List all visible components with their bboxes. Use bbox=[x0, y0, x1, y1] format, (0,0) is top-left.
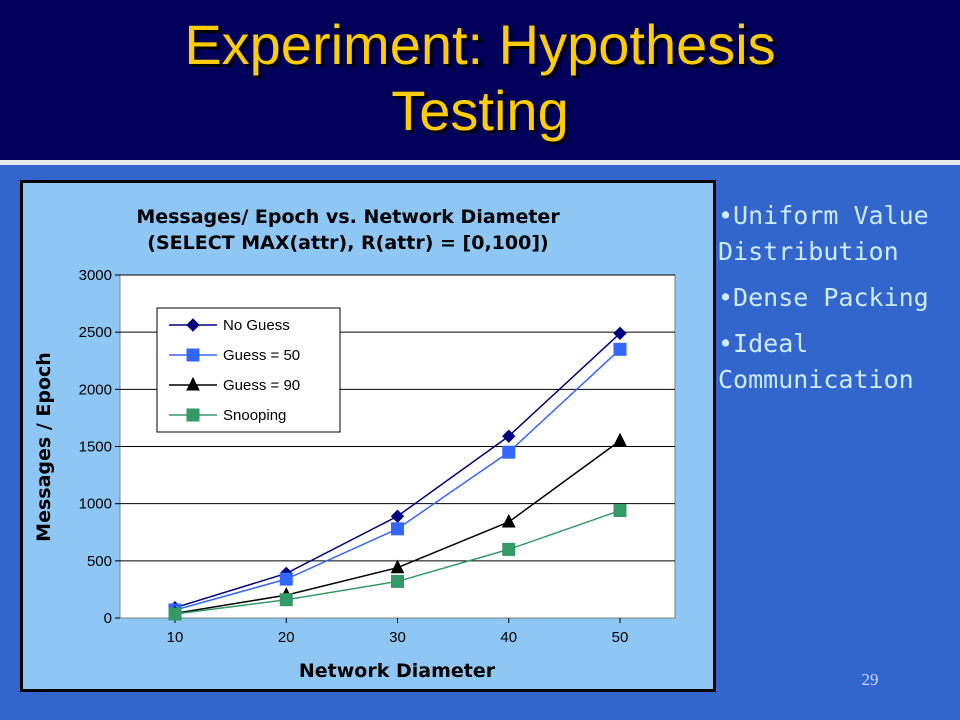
y-axis-label: Messages / Epoch bbox=[33, 352, 55, 542]
x-axis-ticks: 10 20 30 40 50 bbox=[167, 618, 629, 646]
legend-item: No Guess bbox=[169, 317, 290, 334]
x-tick-label: 50 bbox=[612, 629, 629, 646]
bullet-item: •Uniform Value Distribution bbox=[718, 201, 929, 266]
y-tick-label: 3000 bbox=[79, 267, 112, 284]
data-point bbox=[502, 429, 516, 443]
slide-title-line-1: Experiment: Hypothesis bbox=[184, 13, 776, 76]
legend-marker bbox=[186, 318, 200, 332]
y-tick-label: 1000 bbox=[79, 496, 112, 513]
legend-marker bbox=[186, 348, 200, 362]
grid-lines bbox=[120, 274, 675, 562]
x-axis-label: Network Diameter bbox=[299, 660, 496, 682]
data-point bbox=[391, 574, 404, 588]
series-4 bbox=[168, 504, 627, 621]
title-divider bbox=[0, 160, 960, 165]
line-chart: Messages/ Epoch vs. Network Diameter (SE… bbox=[33, 206, 676, 682]
data-point bbox=[390, 509, 405, 523]
legend-item: Snooping bbox=[169, 407, 286, 424]
x-tick-label: 10 bbox=[167, 629, 184, 646]
legend-item: Guess = 90 bbox=[169, 376, 300, 394]
data-point bbox=[391, 522, 404, 536]
legend-marker bbox=[186, 376, 200, 391]
data-point bbox=[613, 342, 627, 356]
chart-frame: Messages/ Epoch vs. Network Diameter (SE… bbox=[20, 180, 716, 692]
data-point bbox=[613, 326, 627, 341]
page-number: 29 bbox=[861, 670, 879, 689]
y-tick-label: 2000 bbox=[79, 381, 112, 398]
legend-label: Guess = 50 bbox=[223, 347, 300, 364]
chart-title: Messages/ Epoch vs. Network Diameter bbox=[136, 206, 560, 228]
legend-item: Guess = 50 bbox=[169, 347, 300, 364]
data-point bbox=[390, 559, 405, 574]
legend-label: Guess = 90 bbox=[223, 377, 300, 394]
bullet-item: •Ideal Communication bbox=[718, 329, 914, 394]
slide-title: Experiment: Hypothesis Testing bbox=[60, 12, 900, 144]
y-tick-label: 500 bbox=[87, 553, 112, 570]
bullet-list: •Uniform Value Distribution •Dense Packi… bbox=[718, 198, 954, 408]
data-point bbox=[613, 504, 627, 518]
y-tick-label: 1500 bbox=[79, 439, 112, 456]
x-tick-label: 40 bbox=[500, 629, 517, 646]
data-point bbox=[502, 542, 516, 556]
data-point bbox=[279, 593, 293, 607]
y-tick-label: 2500 bbox=[79, 324, 112, 341]
data-point bbox=[168, 607, 182, 621]
chart-subtitle: (SELECT MAX(attr), R(attr) = [0,100]) bbox=[147, 232, 548, 254]
legend: No Guess Guess = 50 Guess = 90 Snooping bbox=[156, 307, 341, 433]
data-point bbox=[613, 432, 627, 447]
bullet-item: •Dense Packing bbox=[718, 283, 929, 312]
data-point bbox=[279, 572, 293, 586]
title-band bbox=[0, 0, 960, 160]
legend-label: No Guess bbox=[223, 317, 290, 334]
series-layer bbox=[168, 326, 627, 621]
y-tick-label: 0 bbox=[104, 610, 112, 627]
x-tick-label: 20 bbox=[278, 629, 295, 646]
data-point bbox=[502, 445, 516, 459]
x-tick-label: 30 bbox=[389, 629, 406, 646]
data-point bbox=[501, 513, 516, 528]
slide-title-line-2: Testing bbox=[391, 79, 569, 142]
y-axis-ticks: 0 500 1000 1500 2000 2500 3000 bbox=[79, 267, 120, 627]
legend-marker bbox=[186, 408, 200, 422]
legend-label: Snooping bbox=[223, 407, 286, 424]
